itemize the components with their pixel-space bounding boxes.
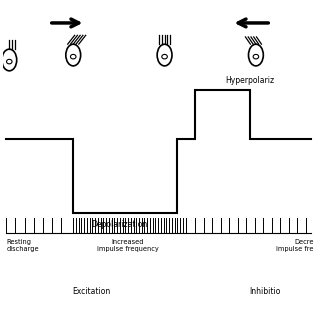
- Text: Inhibitio: Inhibitio: [249, 287, 281, 296]
- Text: Hyperpolariz: Hyperpolariz: [226, 76, 275, 85]
- Text: Decre
impulse fre: Decre impulse fre: [276, 239, 314, 252]
- Ellipse shape: [2, 49, 17, 71]
- Ellipse shape: [157, 44, 172, 66]
- Text: Resting
discharge: Resting discharge: [6, 239, 39, 252]
- Ellipse shape: [249, 44, 263, 66]
- Text: Increased
impulse frequency: Increased impulse frequency: [97, 239, 159, 252]
- Ellipse shape: [66, 44, 81, 66]
- Text: Excitation: Excitation: [72, 287, 111, 296]
- Text: Depolarization: Depolarization: [91, 220, 147, 229]
